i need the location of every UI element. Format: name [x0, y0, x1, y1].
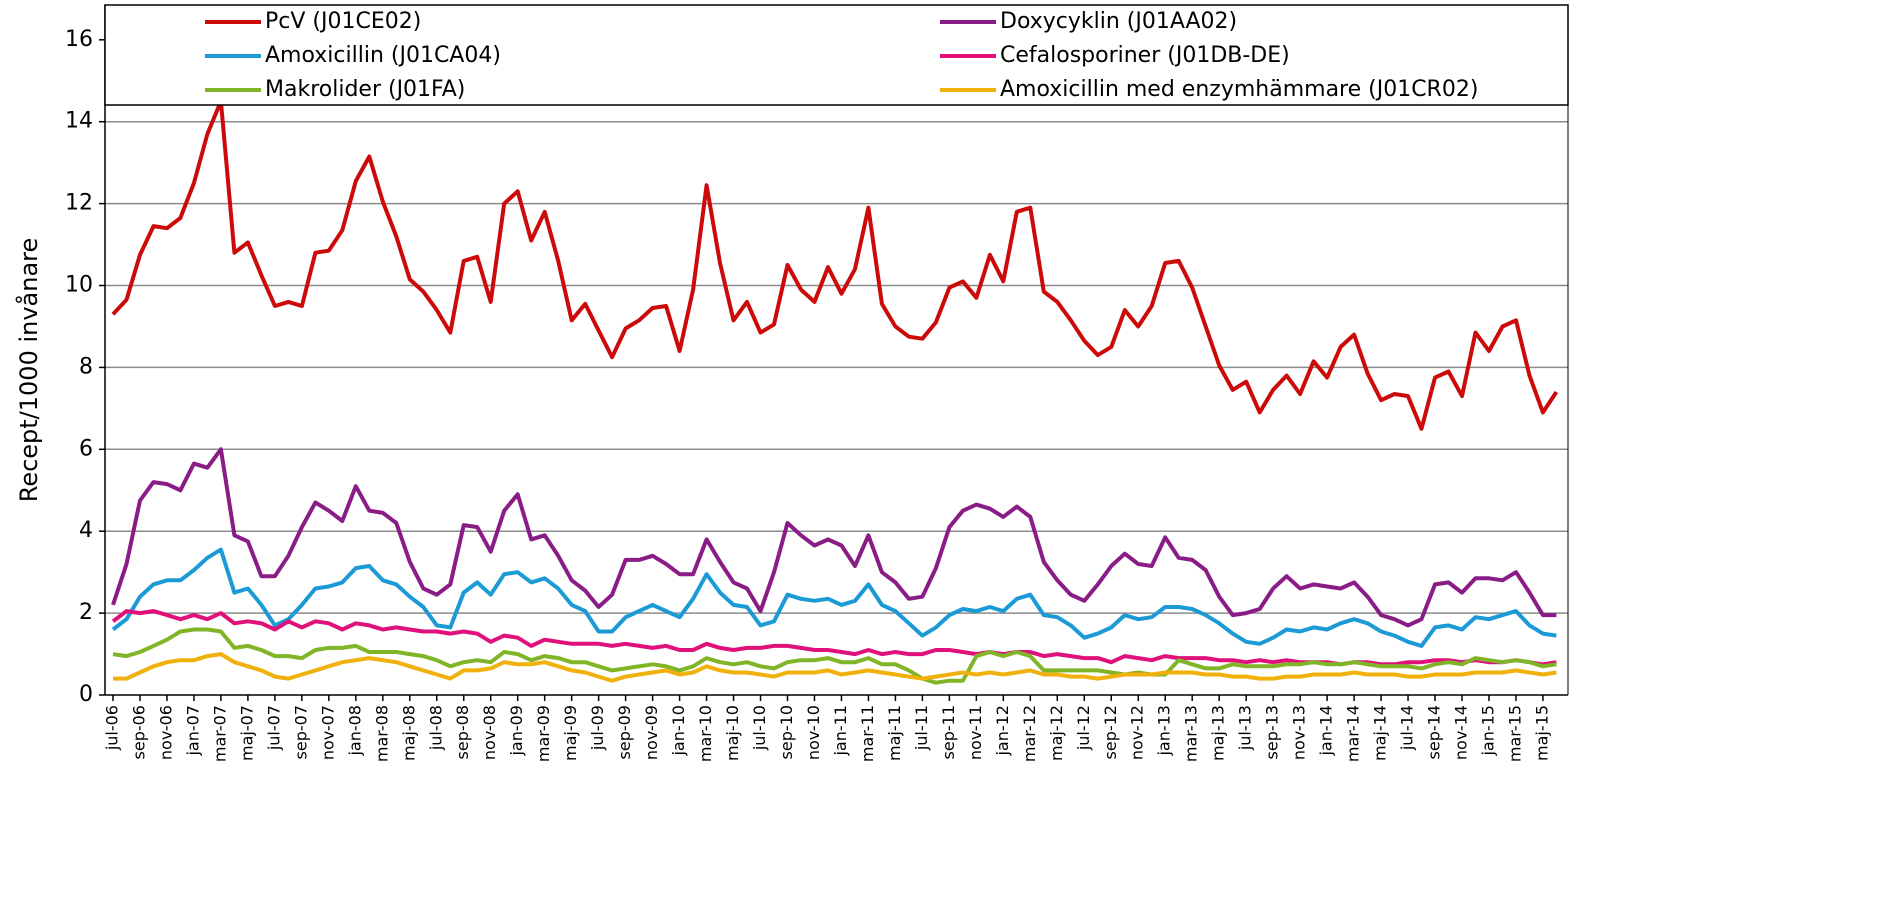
legend-label: Amoxicillin (J01CA04): [265, 43, 501, 68]
x-tick-label: jul-12: [1074, 705, 1093, 751]
x-tick-label: jul-13: [1236, 705, 1255, 751]
x-tick-label: jan-10: [669, 705, 688, 757]
x-tick-label: jan-07: [183, 705, 202, 757]
x-tick-label: maj-12: [1047, 705, 1066, 761]
x-tick-label: jan-14: [1317, 705, 1336, 757]
x-tick-label: sep-10: [777, 705, 796, 759]
x-tick-label: mar-11: [858, 705, 877, 762]
x-tick-label: sep-06: [129, 705, 148, 759]
y-tick-label: 16: [65, 27, 93, 52]
x-tick-label: jul-14: [1398, 705, 1417, 751]
x-tick-label: maj-13: [1209, 705, 1228, 761]
x-tick-label: jan-11: [831, 705, 850, 757]
x-tick-label: nov-13: [1290, 705, 1309, 760]
x-tick-label: jul-10: [750, 705, 769, 751]
y-tick-label: 4: [79, 518, 93, 543]
x-tick-label: jul-09: [588, 705, 607, 751]
y-tick-label: 6: [79, 436, 93, 461]
x-tick-label: maj-07: [237, 705, 256, 761]
x-tick-label: maj-09: [561, 705, 580, 761]
x-tick-label: maj-08: [399, 705, 418, 761]
x-tick-label: sep-11: [939, 705, 958, 759]
x-tick-label: jan-08: [345, 705, 364, 757]
y-tick-label: 0: [79, 682, 93, 707]
x-tick-label: sep-12: [1101, 705, 1120, 759]
x-tick-label: mar-14: [1344, 705, 1363, 762]
x-tick-label: nov-10: [804, 705, 823, 760]
legend-label: PcV (J01CE02): [265, 9, 421, 34]
x-tick-label: jan-09: [507, 705, 526, 757]
x-tick-label: mar-13: [1182, 705, 1201, 762]
x-tick-label: sep-14: [1425, 705, 1444, 759]
x-tick-label: mar-09: [534, 705, 553, 762]
series-line: [111, 609, 1557, 667]
series-line: [113, 652, 1557, 683]
x-tick-label: mar-10: [696, 705, 715, 762]
y-tick-label: 10: [65, 273, 93, 298]
y-axis-label: Recept/1000 invånare: [14, 238, 43, 503]
x-tick-label: sep-08: [453, 705, 472, 759]
x-tick-label: jul-06: [103, 705, 122, 751]
legend-label: Cefalosporiner (J01DB-DE): [1000, 43, 1290, 68]
x-tick-label: sep-09: [615, 705, 634, 759]
x-tick-label: jul-11: [912, 705, 931, 751]
legend-label: Amoxicillin med enzymhämmare (J01CR02): [1000, 77, 1478, 102]
x-tick-label: nov-08: [480, 705, 499, 760]
x-tick-label: nov-09: [642, 705, 661, 760]
x-tick-label: jul-08: [426, 705, 445, 751]
series-line: [111, 547, 1557, 648]
y-tick-label: 12: [65, 191, 93, 216]
x-tick-label: nov-07: [318, 705, 337, 760]
x-tick-label: nov-12: [1128, 705, 1147, 760]
legend-box: [104, 4, 1569, 106]
x-tick-label: jul-07: [264, 705, 283, 751]
x-tick-label: maj-10: [723, 705, 742, 761]
y-tick-label: 14: [65, 109, 93, 134]
x-tick-label: maj-14: [1371, 705, 1390, 761]
y-tick-label: 2: [79, 600, 93, 625]
series-line: [111, 447, 1557, 628]
x-tick-label: mar-12: [1020, 705, 1039, 762]
x-tick-label: maj-11: [885, 705, 904, 761]
x-tick-label: nov-06: [156, 705, 175, 760]
x-tick-label: mar-07: [210, 705, 229, 762]
x-tick-label: nov-14: [1452, 705, 1471, 760]
legend-label: Doxycyklin (J01AA02): [1000, 9, 1237, 34]
x-tick-label: sep-13: [1263, 705, 1282, 759]
x-tick-label: jan-13: [1155, 705, 1174, 757]
x-tick-label: jan-15: [1478, 705, 1497, 757]
x-tick-label: sep-07: [291, 705, 310, 759]
legend-label: Makrolider (J01FA): [265, 77, 465, 102]
x-tick-label: jan-12: [993, 705, 1012, 757]
x-tick-label: mar-15: [1505, 705, 1524, 762]
series-line: [112, 627, 1557, 685]
x-tick-label: nov-11: [966, 705, 985, 760]
x-tick-label: mar-08: [372, 705, 391, 762]
y-tick-label: 8: [79, 354, 93, 379]
x-tick-label: maj-15: [1532, 705, 1551, 761]
series-line: [111, 99, 1559, 431]
